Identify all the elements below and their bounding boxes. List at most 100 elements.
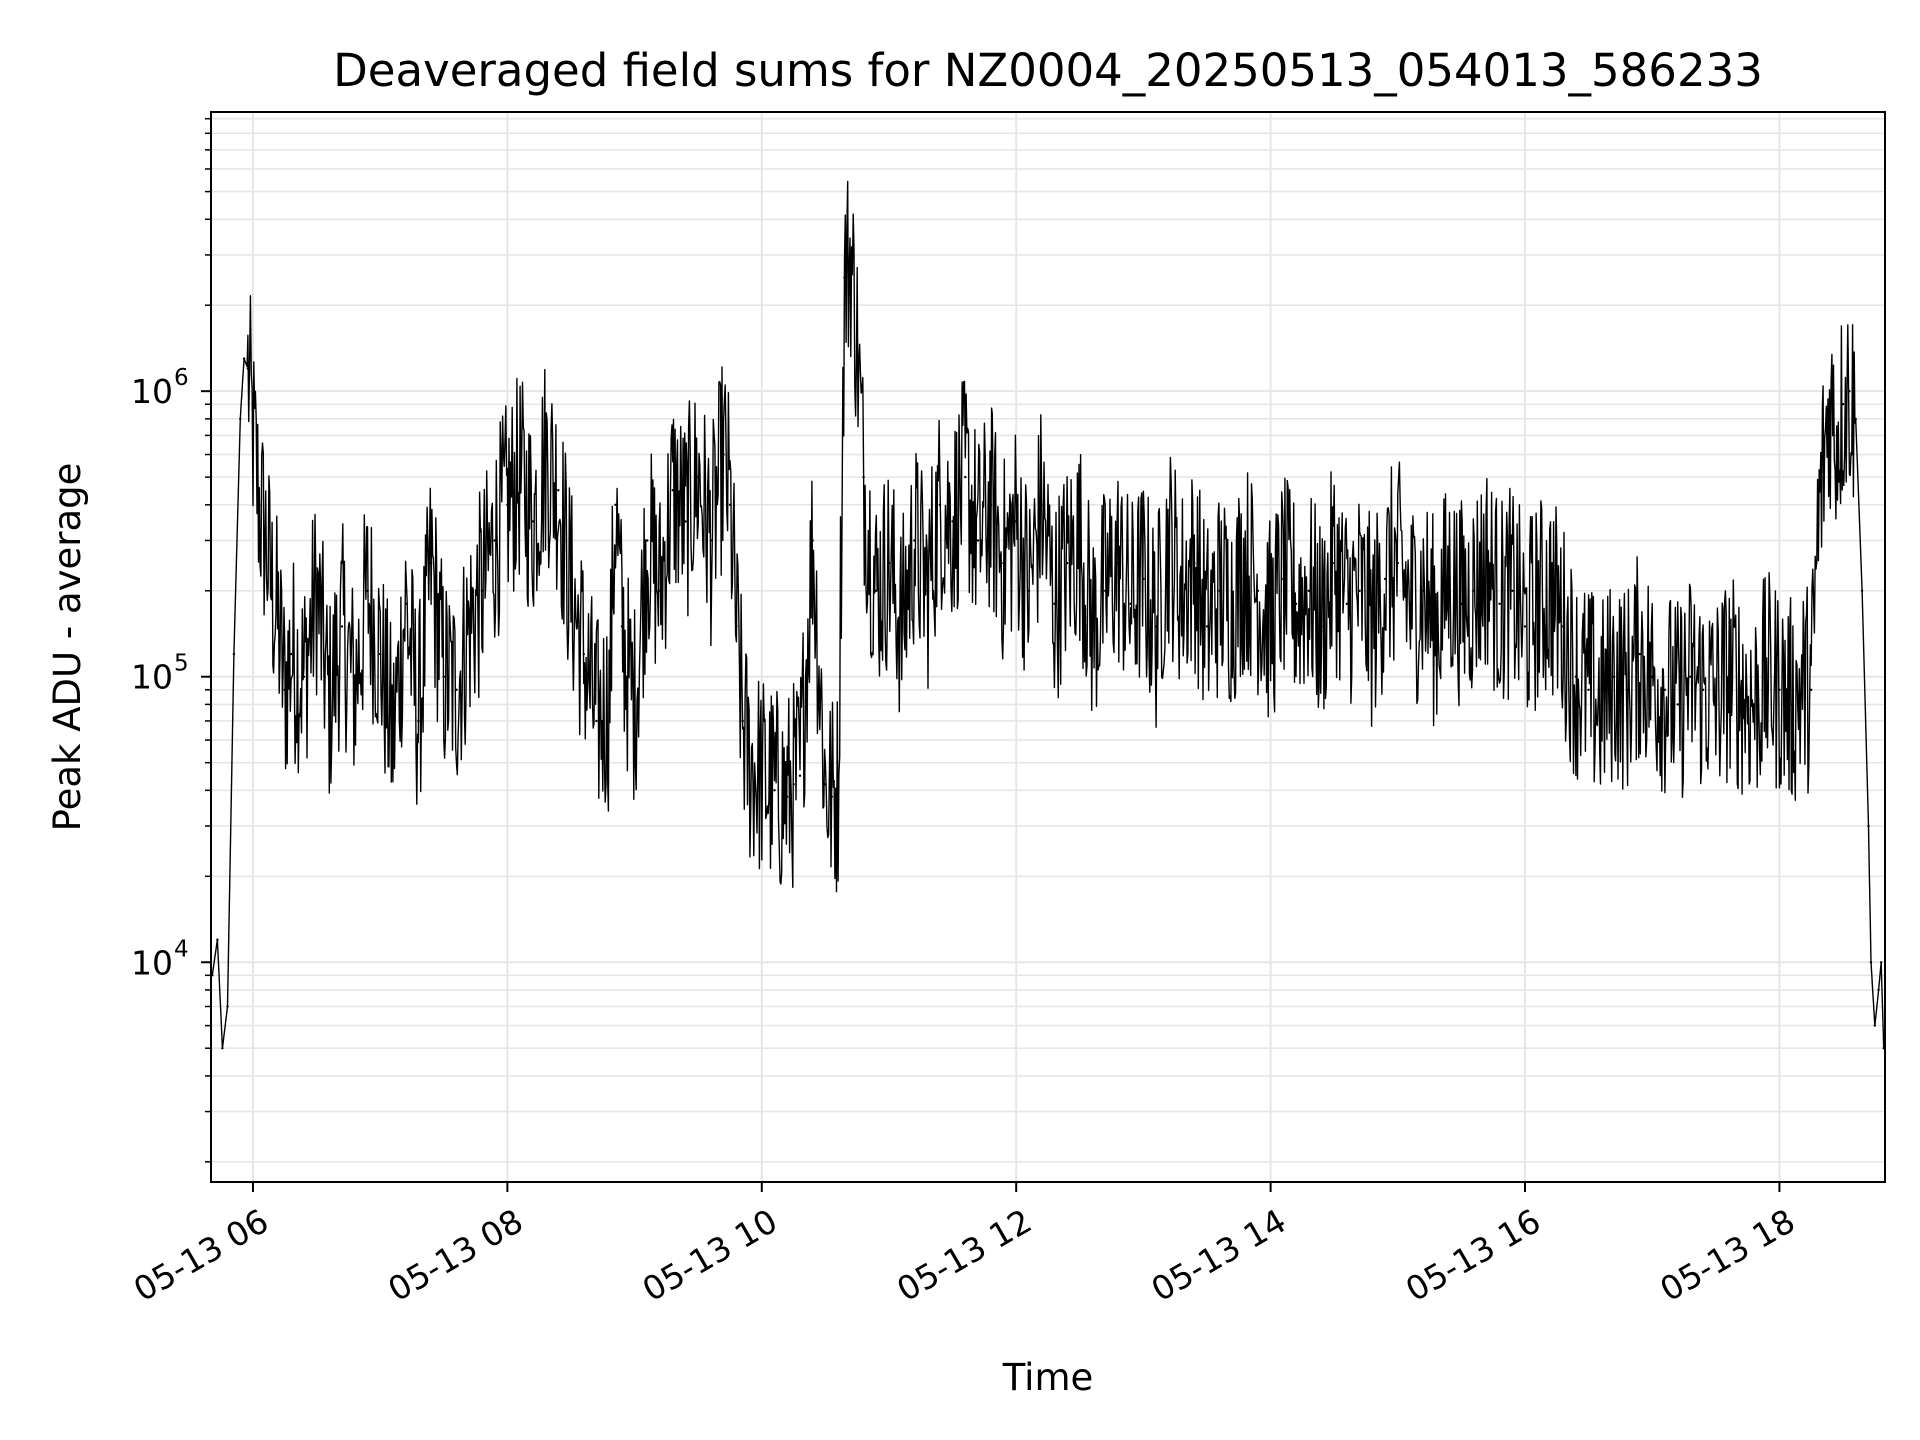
data-point [824,783,827,786]
data-point [1869,961,1873,964]
data-point [1523,625,1527,628]
data-point [328,703,331,706]
data-point [1129,602,1132,605]
data-point [798,774,802,777]
chart-title: Deaveraged field sums for NZ0004_2025051… [333,44,1763,97]
data-point [1676,703,1679,706]
y-tick-label: 10 [131,943,173,982]
data-point [1333,561,1336,565]
y-tick-exponent: 6 [174,365,189,391]
data-point [283,688,286,691]
data-point [1167,539,1171,542]
data-point [786,795,789,798]
data-point [1880,961,1883,964]
data-point [1511,589,1514,592]
data-point [620,625,624,628]
data-point [1142,577,1145,581]
data-point [1822,453,1826,456]
data-point [843,276,846,279]
data-point [1015,520,1018,523]
data-point [1841,403,1845,406]
plot-frame [210,111,1886,1183]
data-point [391,738,395,742]
data-point [226,1005,229,1008]
data-point [315,589,318,592]
data-point [480,589,484,592]
data-point [1600,703,1603,706]
data-point [595,719,598,723]
data-point [1383,577,1387,581]
data-point [1078,539,1082,542]
data-point [658,589,662,592]
data-point [1740,688,1743,691]
data-point [232,652,236,656]
data-point [1345,602,1349,605]
data-point [518,475,522,479]
data-point [216,938,219,941]
data-point [264,539,267,542]
data-point [709,539,713,542]
data-point [875,589,878,592]
data-point [302,675,306,678]
data-point [760,774,763,777]
plot-data-layer [211,180,1885,1050]
data-point [246,367,250,370]
data-point [1651,675,1654,678]
data-point [1625,688,1629,691]
data-point [258,503,261,506]
data-point [270,589,274,592]
data-point [811,539,814,542]
data-point [1409,602,1412,605]
data-point [1816,539,1819,542]
data-point [289,652,293,656]
data-point [773,789,776,792]
data-point [633,703,636,706]
data-point [1848,390,1851,393]
data-point [862,475,865,479]
data-point [1244,561,1247,565]
data-point [1549,589,1552,592]
data-point [1498,602,1501,605]
data-point [557,489,560,492]
data-point [404,602,407,605]
x-axis-title: Time [1002,1356,1094,1399]
data-point [836,789,840,792]
data-point [1091,625,1094,628]
data-point [1193,561,1196,565]
data-point [938,503,942,506]
data-point [366,589,369,592]
data-point [1472,589,1476,592]
data-point [1294,602,1298,605]
data-point [493,539,496,542]
data-point [1447,577,1450,581]
data-point [1727,675,1730,678]
data-point [671,489,674,492]
data-point [1873,1024,1877,1027]
data-point [868,539,872,542]
data-point [1829,403,1832,406]
data-point [887,561,891,565]
data-point [1422,589,1425,592]
data-point [989,503,992,506]
data-point [1854,417,1857,421]
data-point [1434,625,1438,628]
data-point [1714,695,1718,699]
data-point [1638,652,1641,656]
data-point [544,453,547,456]
data-point [1765,675,1768,678]
data-point [614,503,617,506]
data-point [1371,625,1374,628]
data-point [735,625,738,628]
data-point [1860,589,1864,592]
data-point [1269,625,1272,628]
data-point [221,1047,224,1050]
data-point [627,675,630,678]
data-point [1180,589,1183,592]
data-point [964,475,967,479]
data-point [741,719,744,723]
y-tick-exponent: 5 [174,651,189,677]
data-point [607,703,611,706]
data-point [900,625,903,628]
data-point [830,795,833,798]
data-point [1205,625,1209,628]
